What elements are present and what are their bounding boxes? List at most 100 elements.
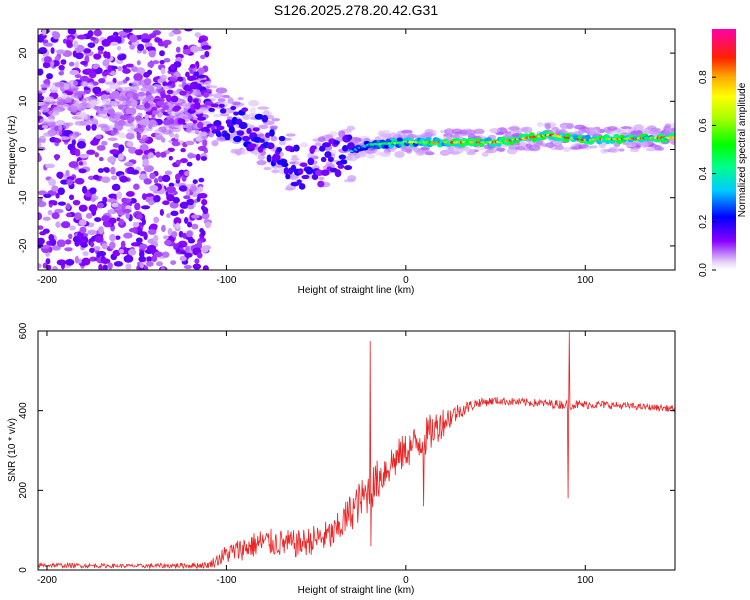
spectrogram-cell — [153, 251, 163, 258]
spectrogram-cell — [162, 81, 168, 87]
spectrogram-cell — [42, 216, 51, 221]
spectrogram-cell — [161, 251, 170, 258]
spectrogram-cell — [439, 149, 451, 156]
spectrogram-cell — [495, 141, 502, 147]
spectrogram-cell — [127, 116, 135, 123]
spectrogram-cell — [148, 200, 154, 206]
spectrogram-cell — [247, 143, 257, 149]
spectrogram-cell — [141, 118, 150, 126]
spectrogram-cell — [290, 157, 300, 161]
spectrogram-cell — [74, 255, 80, 264]
spectrogram-cell — [168, 182, 175, 188]
spectrogram-cell — [159, 50, 165, 57]
snr-x-ticks: -200 -100 0 100 — [37, 331, 594, 586]
spectrogram-cell — [132, 92, 139, 100]
spectrogram-cell — [257, 106, 270, 110]
spectrogram-cell — [197, 145, 207, 151]
spectrogram-cell — [154, 132, 163, 137]
spectrogram-cell — [148, 119, 157, 125]
spectrogram-cell — [269, 129, 275, 137]
spectrogram-cell — [603, 134, 610, 139]
spectrogram-cell — [271, 118, 280, 122]
spectrogram-cell — [54, 208, 64, 214]
spectrogram-cell — [66, 212, 72, 218]
spectrogram-cell — [60, 92, 69, 100]
spectrogram-cell — [80, 242, 88, 248]
spectrogram-cell — [215, 87, 228, 94]
spectrogram-x-ticks: -200 -100 0 100 — [37, 29, 594, 286]
spectrogram-cell — [98, 50, 104, 55]
spectrogram-cell — [38, 102, 45, 106]
spectrogram-cell — [201, 45, 212, 50]
spectrogram-cell — [82, 251, 89, 257]
spectrogram-cell — [196, 252, 203, 259]
spectrogram-cell — [38, 135, 47, 143]
spectrogram-cell — [283, 166, 289, 175]
spectrogram-cell — [198, 192, 208, 199]
spectrogram-cell — [196, 240, 202, 248]
spectrogram-cell — [42, 39, 49, 44]
colorbar-tick-label: 0.0 — [698, 263, 709, 277]
spectrogram-cell — [388, 132, 399, 139]
spectrogram-cell — [66, 179, 73, 186]
spectrogram-cell — [166, 89, 174, 95]
spectrogram-cell — [552, 140, 562, 146]
spectrogram-cell — [38, 190, 47, 196]
spectrogram-cell — [43, 96, 55, 103]
spectrogram-cell — [78, 218, 87, 227]
spectrogram-cell — [58, 136, 70, 140]
spectrogram-cell — [82, 48, 92, 54]
spectrogram-cell — [338, 130, 346, 138]
spectrogram-cell — [118, 144, 125, 153]
spectrogram-cell — [96, 250, 107, 257]
spectrogram-cell — [93, 174, 100, 180]
spectrogram-cell — [237, 97, 244, 101]
spectrogram-cell — [420, 146, 430, 151]
spectrogram-cell — [473, 128, 485, 135]
spectrogram-cell — [139, 261, 144, 269]
spectrogram-cell — [183, 264, 192, 270]
spectrogram-cell — [202, 139, 208, 147]
spectrogram-cell — [81, 257, 91, 266]
spectrogram-cell — [147, 228, 157, 235]
spectrogram-cell — [78, 204, 88, 212]
spectrogram-cell — [541, 143, 549, 148]
spectrogram-cell — [62, 122, 70, 130]
spectrogram-cell — [340, 159, 348, 165]
spectrogram-cell — [75, 111, 88, 119]
snr-panel: -200 -100 0 100 0 200 400 600 Height of straig… — [7, 322, 676, 596]
spectrogram-cell — [269, 125, 278, 130]
spectrogram-cell — [178, 185, 188, 192]
spectrogram-cell — [515, 146, 526, 151]
spectrogram-cell — [56, 239, 66, 248]
spectrogram-cell — [664, 123, 672, 129]
spectrogram-cell — [230, 106, 237, 111]
spectrogram-cell — [118, 248, 125, 254]
spectrogram-cell — [46, 73, 54, 80]
spectrogram-cell — [85, 212, 93, 219]
spectrogram-cell — [293, 144, 300, 152]
spectrogram-cell — [116, 45, 122, 51]
spectrogram-cell — [581, 143, 589, 148]
spectrogram-cell — [112, 249, 121, 257]
spectrogram-cell — [199, 227, 204, 233]
spectrogram-cell — [574, 124, 586, 130]
spectrogram-cell — [56, 99, 67, 106]
spectrogram-cell — [156, 261, 163, 267]
spectrogram-cell — [261, 114, 269, 123]
spectrogram-cell — [356, 151, 368, 158]
spectrogram-cell — [116, 81, 125, 85]
spectrogram-cell — [170, 210, 179, 216]
spectrogram-cell — [299, 142, 309, 148]
spectrogram-cell — [475, 146, 487, 151]
spectrogram-cell — [227, 97, 234, 105]
spectrogram-cell — [670, 136, 675, 139]
spectrogram-cell — [129, 34, 138, 43]
spectrogram-cell — [536, 121, 544, 127]
spectrogram-cell — [96, 145, 106, 151]
spectrogram-cell — [285, 133, 296, 137]
spectrogram-cell — [210, 125, 216, 131]
spectrogram-cell — [201, 245, 209, 253]
spectrogram-cell — [79, 75, 90, 82]
spectrogram-cell — [394, 151, 405, 158]
